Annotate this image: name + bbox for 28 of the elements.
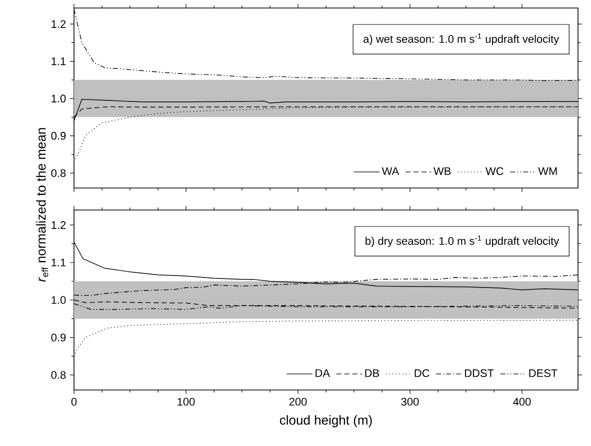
legend-label: WA (382, 167, 400, 175)
x-axis-title: cloud height (m) (280, 415, 372, 428)
x-tick-label: 0 (71, 398, 77, 406)
y-tick-label: 1.1 (52, 58, 66, 66)
legend-label: DC (414, 369, 430, 378)
legend-label: DDST (465, 369, 494, 378)
legend-label: WC (486, 167, 504, 176)
y-tick-label: 0.8 (51, 371, 66, 379)
y-axis-title: r$_{eff}$ normalized to the mean (36, 128, 48, 282)
y-tick-label: 1.2 (52, 20, 66, 28)
legend-label: DB (365, 369, 380, 377)
y-tick-label: 1.1 (52, 258, 66, 266)
legend-label: WM (538, 167, 557, 175)
x-tick-label: 300 (401, 398, 419, 406)
legend-label: WB (434, 167, 451, 175)
legend-label: DEST (529, 369, 558, 378)
y-tick-label: 0.9 (51, 132, 66, 140)
y-tick-label: 1.0 (52, 296, 66, 304)
annotation: a) wet season: 1.0 m s$^{-1}$ updraft velocity (364, 33, 560, 46)
x-tick-label: 200 (289, 398, 307, 406)
annotation: b) dry season: 1.0 m s$^{-1}$ updraft velocity (366, 235, 560, 248)
y-tick-label: 1.0 (52, 94, 66, 102)
y-tick-label: 1.2 (52, 221, 66, 229)
y-tick-label: 0.8 (51, 169, 66, 177)
x-tick-label: 400 (513, 398, 531, 406)
legend-label: DA (316, 369, 330, 377)
x-tick-label: 100 (178, 398, 195, 406)
y-tick-label: 0.9 (51, 334, 66, 342)
